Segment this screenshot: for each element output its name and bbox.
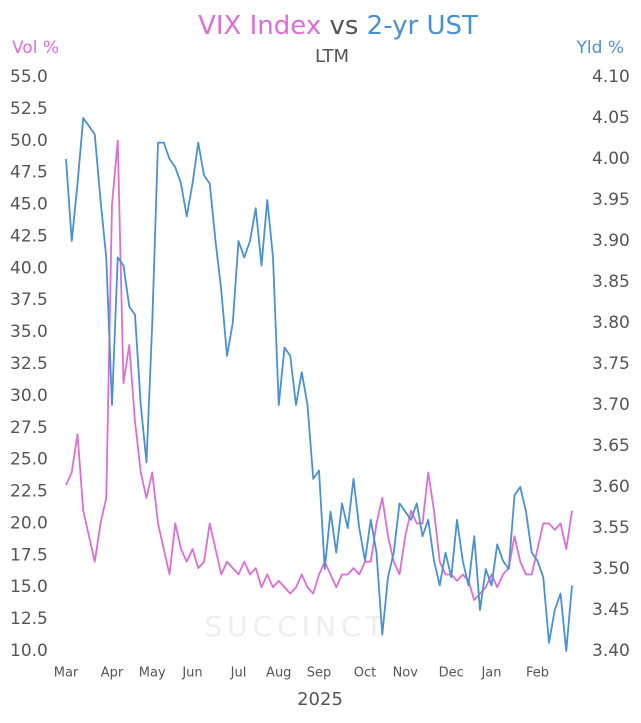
title-series-1: VIX Index	[198, 11, 321, 41]
y-tick-label: 52.5	[10, 99, 48, 119]
chart-title: VIX Index vs 2-yr UST	[198, 11, 478, 41]
y-tick-label: 50.0	[10, 131, 48, 151]
data-line	[65, 117, 573, 652]
y2-tick-label: 3.50	[592, 559, 630, 579]
y-axis-label: Vol %	[12, 38, 59, 58]
x-tick-label: Nov	[393, 666, 419, 681]
y2-tick-label: 4.10	[592, 67, 630, 87]
x-tick-label: Apr	[101, 666, 124, 681]
y-tick-label: 32.5	[10, 354, 48, 374]
title-connector: vs	[329, 11, 358, 41]
y2-tick-label: 4.05	[592, 108, 630, 128]
y-tick-label: 35.0	[10, 322, 48, 342]
y-tick-label: 15.0	[10, 577, 48, 597]
y-tick-label: 40.0	[10, 258, 48, 278]
y2-tick-label: 3.75	[592, 354, 630, 374]
watermark: SUCCINCT	[204, 610, 387, 643]
y-tick-label: 12.5	[10, 609, 48, 629]
y-tick-label: 20.0	[10, 513, 48, 533]
x-tick-label: May	[139, 666, 166, 681]
x-tick-label: Sep	[307, 666, 332, 681]
y-tick-label: 42.5	[10, 226, 48, 246]
y-tick-label: 17.5	[10, 545, 48, 565]
y2-tick-label: 3.95	[592, 190, 630, 210]
x-tick-label: Feb	[526, 666, 549, 681]
y-tick-label: 37.5	[10, 290, 48, 310]
y-tick-label: 30.0	[10, 386, 48, 406]
y2-tick-label: 3.65	[592, 436, 630, 456]
chart-subtitle: LTM	[315, 46, 349, 67]
y-tick-label: 45.0	[10, 195, 48, 215]
x-tick-label: Oct	[354, 666, 376, 681]
y-tick-label: 22.5	[10, 482, 48, 502]
data-line	[65, 139, 573, 601]
y2-tick-label: 3.90	[592, 231, 630, 251]
y2-tick-label: 3.60	[592, 477, 630, 497]
y2-tick-label: 4.00	[592, 149, 630, 169]
x-axis-label: 2025	[297, 689, 343, 710]
title-series-2: 2-yr UST	[367, 11, 478, 41]
x-tick-label: Mar	[54, 666, 79, 681]
y2-tick-label: 3.40	[592, 641, 630, 661]
y2-tick-label: 3.80	[592, 313, 630, 333]
y2-tick-label: 3.70	[592, 395, 630, 415]
y-tick-label: 25.0	[10, 450, 48, 470]
x-tick-label: Dec	[439, 666, 464, 681]
y-tick-label: 47.5	[10, 163, 48, 183]
x-tick-label: Jun	[181, 666, 202, 681]
y-tick-label: 55.0	[10, 67, 48, 87]
y2-axis-label: Yld %	[576, 38, 624, 58]
y2-tick-label: 3.85	[592, 272, 630, 292]
y2-tick-label: 3.55	[592, 518, 630, 538]
y-tick-label: 27.5	[10, 418, 48, 438]
y-tick-label: 10.0	[10, 641, 48, 661]
x-tick-label: Jan	[480, 666, 501, 681]
x-tick-label: Aug	[266, 666, 291, 681]
y2-tick-label: 3.45	[592, 600, 630, 620]
x-tick-label: Jul	[230, 666, 247, 681]
